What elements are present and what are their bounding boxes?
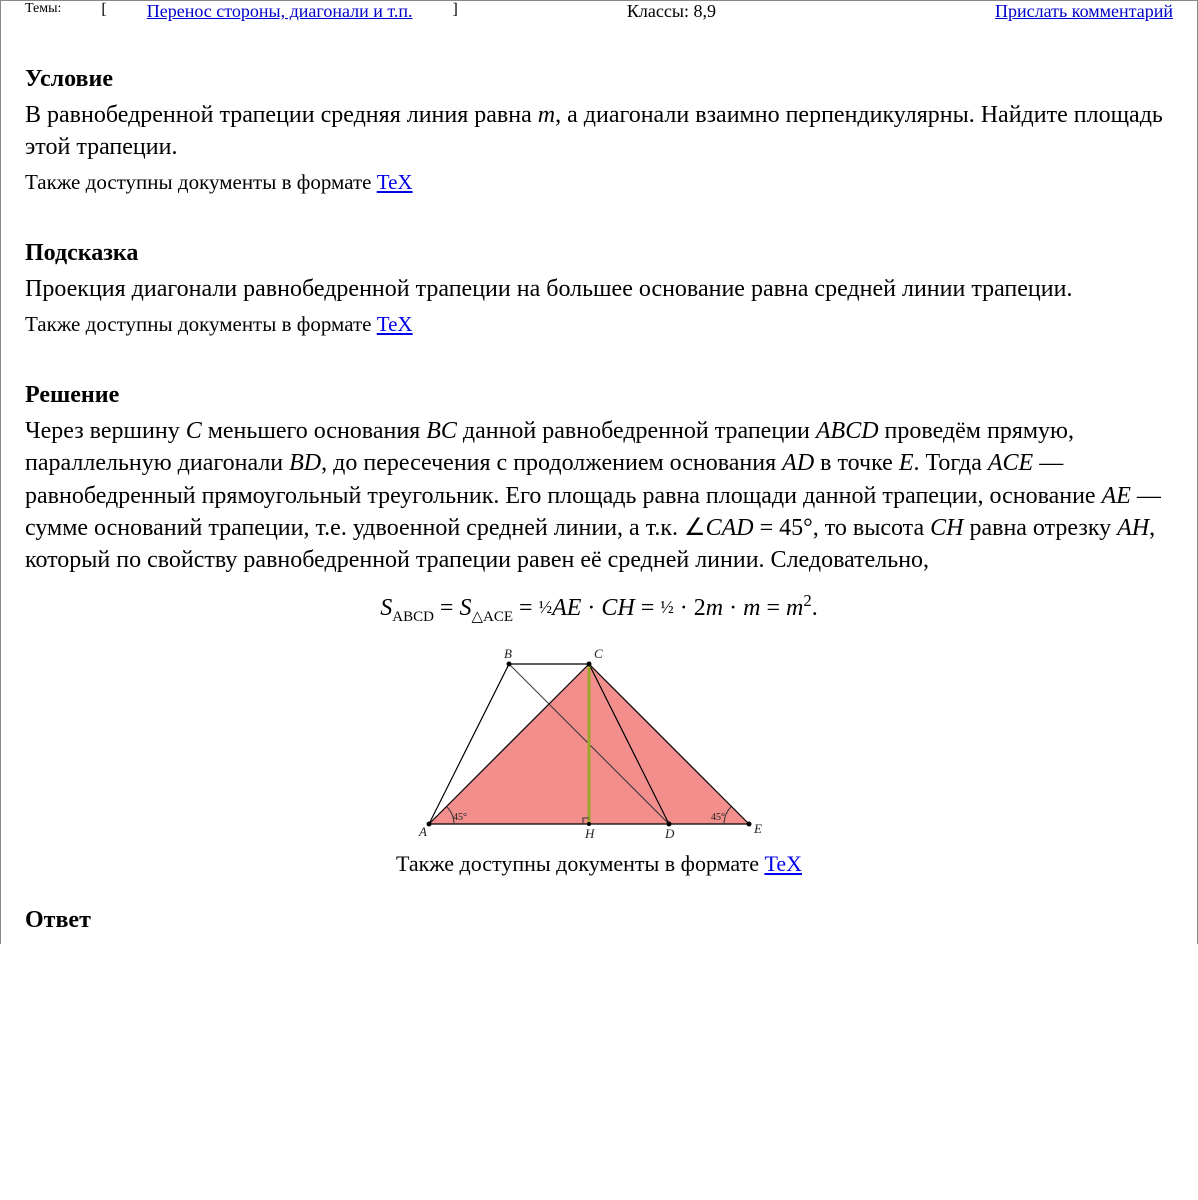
sol-t1: Через вершину xyxy=(25,418,186,444)
solution-tex-note: Также доступны документы в формате TeX xyxy=(25,851,1173,877)
send-comment-link[interactable]: Прислать комментарий xyxy=(995,1,1173,22)
f-half2: ½ xyxy=(660,597,674,617)
hint-title: Подсказка xyxy=(25,240,1173,267)
sol-t5: , до пересечения с продолжением основани… xyxy=(321,450,782,476)
geometry-figure: A B C D E H 45° 45° xyxy=(399,634,799,844)
tex-note-prefix: Также доступны документы в формате xyxy=(396,851,764,876)
tex-note-prefix: Также доступны документы в формате xyxy=(25,170,377,194)
sol-AH: AH xyxy=(1117,515,1149,541)
f-dot2: · 2 xyxy=(674,595,706,621)
f-sq: 2 xyxy=(803,591,811,610)
f-eq1: = xyxy=(434,595,460,621)
f-half1: ½ xyxy=(539,597,553,617)
sol-BC: BC xyxy=(426,418,457,444)
sol-t2: меньшего основания xyxy=(202,418,427,444)
sol-t6: в точке xyxy=(814,450,899,476)
label-d: D xyxy=(664,826,675,841)
sol-AD: AD xyxy=(782,450,814,476)
f-CH: CH xyxy=(601,595,634,621)
point-b xyxy=(507,661,512,666)
point-a xyxy=(427,821,432,826)
bracket-open: [ xyxy=(71,1,136,19)
angle-a-label: 45° xyxy=(453,812,467,823)
condition-title: Условие xyxy=(25,66,1173,93)
sol-t3: данной равнобедренной трапеции xyxy=(457,418,816,444)
f-eq4: = xyxy=(760,595,786,621)
sol-ABCD: ABCD xyxy=(816,418,879,444)
f-dot3: · xyxy=(723,595,743,621)
solution-text: Через вершину C меньшего основания BC да… xyxy=(25,415,1173,577)
f-dot1: · xyxy=(581,595,601,621)
f-sub2: △ACE xyxy=(471,609,513,625)
condition-text-part1: В равнобедренной трапеции средняя линия … xyxy=(25,102,538,128)
tex-note-prefix: Также доступны документы в формате xyxy=(25,312,377,336)
f-sub1: ABCD xyxy=(392,609,434,625)
f-S2: S xyxy=(459,595,471,621)
answer-title: Ответ xyxy=(25,907,1173,934)
f-period: . xyxy=(812,595,818,621)
sol-t11: равна отрезку xyxy=(963,515,1117,541)
angle-e-label: 45° xyxy=(711,812,725,823)
sol-t10: = 45°, то высота xyxy=(754,515,931,541)
tex-link[interactable]: TeX xyxy=(377,312,413,336)
f-m1: m xyxy=(706,595,723,621)
f-m2: m xyxy=(743,595,760,621)
hint-text: Проекция диагонали равнобедренной трапец… xyxy=(25,273,1173,305)
sol-ACE: ACE xyxy=(988,450,1033,476)
topbar: Темы: [ Перенос стороны, диагонали и т.п… xyxy=(25,1,1173,22)
bracket-close: ] xyxy=(423,1,488,19)
f-m3: m xyxy=(786,595,803,621)
var-m: m xyxy=(538,102,555,128)
label-e: E xyxy=(753,821,762,836)
label-a: A xyxy=(418,824,427,839)
solution-formula: SABCD = S△ACE = ½AE · CH = ½ · 2m · m = … xyxy=(25,591,1173,626)
condition-text: В равнобедренной трапеции средняя линия … xyxy=(25,99,1173,164)
hint-tex-note: Также доступны документы в формате TeX xyxy=(25,310,1173,338)
f-AE: AE xyxy=(552,595,581,621)
sol-CAD: CAD xyxy=(706,515,754,541)
condition-tex-note: Также доступны документы в формате TeX xyxy=(25,168,1173,196)
classes-label: Классы: 8,9 xyxy=(627,1,856,22)
f-eq2: = xyxy=(513,595,539,621)
tex-link[interactable]: TeX xyxy=(764,851,802,876)
sol-C: C xyxy=(186,418,202,444)
sol-E: E xyxy=(899,450,914,476)
f-eq3: = xyxy=(635,595,661,621)
point-e xyxy=(747,821,752,826)
sol-t7: . Тогда xyxy=(914,450,988,476)
topic-link[interactable]: Перенос стороны, диагонали и т.п. xyxy=(147,1,413,22)
label-h: H xyxy=(584,826,595,841)
label-b: B xyxy=(504,646,512,661)
sol-CH: CH xyxy=(930,515,963,541)
tex-link[interactable]: TeX xyxy=(377,170,413,194)
sol-AE: AE xyxy=(1102,483,1131,509)
figure: A B C D E H 45° 45° Также доступны докум… xyxy=(25,634,1173,877)
point-c xyxy=(587,661,592,666)
sol-BD: BD xyxy=(289,450,321,476)
label-c: C xyxy=(594,646,603,661)
themes-label: Темы: xyxy=(25,1,61,17)
solution-title: Решение xyxy=(25,382,1173,409)
f-S1: S xyxy=(380,595,392,621)
